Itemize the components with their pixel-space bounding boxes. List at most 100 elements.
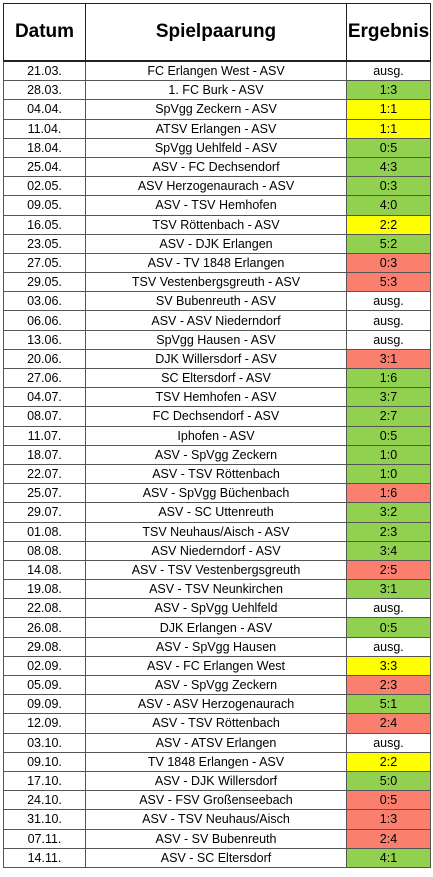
match-result: ausg. [346, 732, 431, 753]
match-pairing: SpVgg Zeckern - ASV [85, 99, 347, 120]
match-result: 5:1 [346, 694, 431, 715]
match-pairing: ASV - TV 1848 Erlangen [85, 252, 347, 274]
match-result: 0:5 [346, 790, 431, 811]
match-result: 4:3 [346, 156, 431, 178]
match-pairing: ASV - SpVgg Uehlfeld [85, 598, 347, 619]
match-date: 26.08. [3, 617, 86, 638]
table-row: 11.07. Iphofen - ASV 0:5 [3, 425, 431, 446]
match-pairing: ASV Herzogenaurach - ASV [85, 176, 347, 197]
match-date: 07.11. [3, 828, 86, 849]
match-pairing: ASV - FSV Großenseebach [85, 790, 347, 811]
match-result: ausg. [346, 329, 431, 350]
match-date: 24.10. [3, 790, 86, 811]
match-result: 4:0 [346, 195, 431, 216]
match-date: 14.11. [3, 847, 86, 868]
match-date: 23.05. [3, 233, 86, 254]
match-pairing: TSV Hemhofen - ASV [85, 387, 347, 408]
match-date: 22.07. [3, 463, 86, 485]
table-row: 29.07. ASV - SC Uttenreuth 3:2 [3, 502, 431, 523]
match-result: 2:4 [346, 828, 431, 849]
match-pairing: ASV - SpVgg Zeckern [85, 444, 347, 465]
match-date: 14.08. [3, 559, 86, 581]
table-row: 03.06. SV Bubenreuth - ASV ausg. [3, 291, 431, 312]
table-row: 03.10. ASV - ATSV Erlangen ausg. [3, 732, 431, 753]
match-result: 0:3 [346, 252, 431, 274]
match-result: 3:4 [346, 540, 431, 561]
match-pairing: ASV - ASV Niederndorf [85, 310, 347, 331]
table-row: 12.09. ASV - TSV Röttenbach 2:4 [3, 713, 431, 734]
match-result: 2:5 [346, 559, 431, 581]
match-result: 1:1 [346, 118, 431, 139]
match-date: 08.08. [3, 540, 86, 561]
match-pairing: ASV - SV Bubenreuth [85, 828, 347, 849]
match-pairing: ASV - SpVgg Büchenbach [85, 483, 347, 504]
table-row: 18.07. ASV - SpVgg Zeckern 1:0 [3, 444, 431, 465]
match-result: 0:5 [346, 137, 431, 158]
table-row: 04.07. TSV Hemhofen - ASV 3:7 [3, 387, 431, 408]
match-date: 06.06. [3, 310, 86, 331]
match-date: 21.03. [3, 60, 86, 82]
match-result: 4:1 [346, 847, 431, 868]
match-pairing: ASV - TSV Neuhaus/Aisch [85, 809, 347, 830]
match-result: 1:0 [346, 463, 431, 485]
table-row: 14.11. ASV - SC Eltersdorf 4:1 [3, 847, 431, 868]
table-row: 27.05. ASV - TV 1848 Erlangen 0:3 [3, 252, 431, 274]
match-pairing: ASV - SC Eltersdorf [85, 847, 347, 868]
match-pairing: SpVgg Hausen - ASV [85, 329, 347, 350]
match-result: 2:3 [346, 521, 431, 542]
match-result: 1:3 [346, 809, 431, 830]
match-pairing: TSV Röttenbach - ASV [85, 214, 347, 235]
match-date: 05.09. [3, 674, 86, 696]
table-row: 17.10. ASV - DJK Willersdorf 5:0 [3, 770, 431, 792]
match-result: 2:2 [346, 751, 431, 772]
match-pairing: ASV - SpVgg Hausen [85, 636, 347, 657]
match-pairing: SpVgg Uehlfeld - ASV [85, 137, 347, 158]
match-pairing: ASV - DJK Willersdorf [85, 770, 347, 792]
match-date: 25.04. [3, 156, 86, 178]
table-row: 29.08. ASV - SpVgg Hausen ausg. [3, 636, 431, 657]
table-row: 06.06. ASV - ASV Niederndorf ausg. [3, 310, 431, 331]
match-pairing: DJK Erlangen - ASV [85, 617, 347, 638]
match-result: ausg. [346, 60, 431, 82]
match-pairing: FC Dechsendorf - ASV [85, 406, 347, 427]
match-pairing: ASV Niederndorf - ASV [85, 540, 347, 561]
header-spielpaarung: Spielpaarung [85, 3, 347, 62]
table-row: 20.06. DJK Willersdorf - ASV 3:1 [3, 348, 431, 370]
match-date: 03.06. [3, 291, 86, 312]
table-row: 28.03. 1. FC Burk - ASV 1:3 [3, 80, 431, 101]
match-pairing: Iphofen - ASV [85, 425, 347, 446]
match-date: 08.07. [3, 406, 86, 427]
table-row: 11.04. ATSV Erlangen - ASV 1:1 [3, 118, 431, 139]
match-pairing: FC Erlangen West - ASV [85, 60, 347, 82]
table-row: 18.04. SpVgg Uehlfeld - ASV 0:5 [3, 137, 431, 158]
match-pairing: SC Eltersdorf - ASV [85, 367, 347, 389]
table-row: 27.06. SC Eltersdorf - ASV 1:6 [3, 367, 431, 389]
match-date: 27.05. [3, 252, 86, 274]
match-result: 3:3 [346, 655, 431, 677]
table-row: 29.05. TSV Vestenbergsgreuth - ASV 5:3 [3, 272, 431, 293]
match-result: ausg. [346, 636, 431, 657]
match-result: 3:1 [346, 348, 431, 370]
match-result: 1:6 [346, 483, 431, 504]
header-datum: Datum [3, 3, 86, 62]
match-result: 0:5 [346, 425, 431, 446]
match-date: 28.03. [3, 80, 86, 101]
match-date: 12.09. [3, 713, 86, 734]
match-date: 03.10. [3, 732, 86, 753]
match-result: ausg. [346, 291, 431, 312]
table-row: 25.04. ASV - FC Dechsendorf 4:3 [3, 156, 431, 178]
match-date: 25.07. [3, 483, 86, 504]
match-pairing: ASV - TSV Vestenbergsgreuth [85, 559, 347, 581]
match-pairing: TSV Vestenbergsgreuth - ASV [85, 272, 347, 293]
table-row: 22.07. ASV - TSV Röttenbach 1:0 [3, 463, 431, 485]
table-body: 21.03. FC Erlangen West - ASV ausg. 28.03. 1… [3, 60, 431, 868]
match-pairing: ASV - TSV Röttenbach [85, 463, 347, 485]
match-date: 22.08. [3, 598, 86, 619]
match-date: 20.06. [3, 348, 86, 370]
table-row: 19.08. ASV - TSV Neunkirchen 3:1 [3, 579, 431, 600]
table-row: 24.10. ASV - FSV Großenseebach 0:5 [3, 790, 431, 811]
match-result: ausg. [346, 310, 431, 331]
table-row: 23.05. ASV - DJK Erlangen 5:2 [3, 233, 431, 254]
match-date: 09.09. [3, 694, 86, 715]
table-row: 08.08. ASV Niederndorf - ASV 3:4 [3, 540, 431, 561]
